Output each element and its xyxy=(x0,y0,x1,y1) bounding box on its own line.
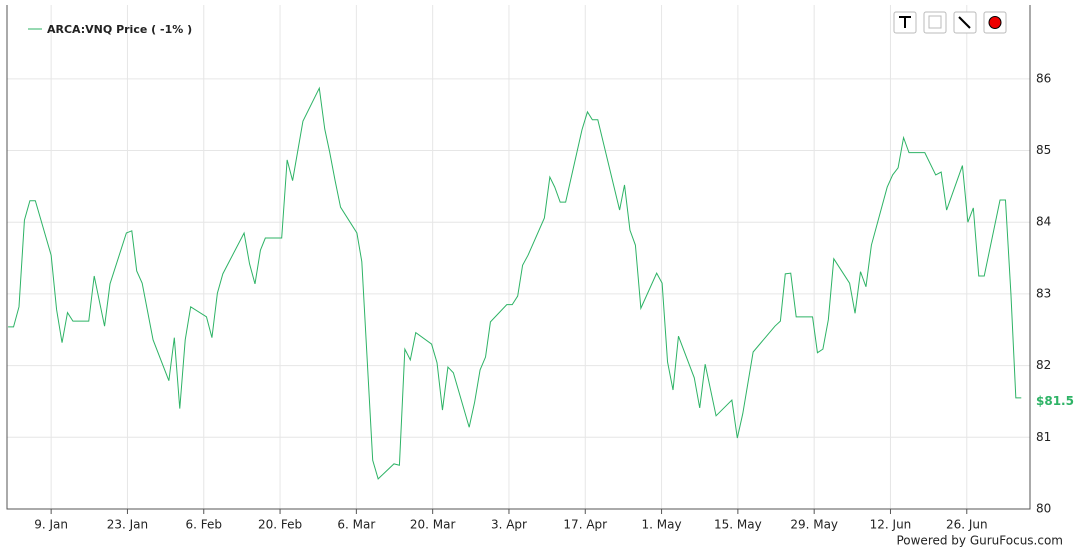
y-tick-label: 84 xyxy=(1036,215,1051,229)
x-tick-label: 6. Mar xyxy=(337,518,375,532)
last-price-label: $81.5 xyxy=(1036,394,1074,408)
x-tick-label: 20. Feb xyxy=(258,518,302,532)
price-line xyxy=(8,86,1022,480)
y-tick-label: 83 xyxy=(1036,286,1051,300)
rect-tool-button[interactable] xyxy=(923,11,947,34)
x-tick-label: 3. Apr xyxy=(491,518,527,532)
plot-frame xyxy=(6,5,1031,510)
line-tool-button[interactable] xyxy=(953,11,977,34)
x-tick-label: 1. May xyxy=(642,518,682,532)
y-tick-label: 80 xyxy=(1036,502,1051,516)
plot: 80 81 82 83 84 85 86 9. Jan 23. Jan 6. Feb 20. Feb… xyxy=(6,5,1074,548)
toolbar xyxy=(893,11,1007,34)
x-tick-label: 6. Feb xyxy=(185,518,222,532)
x-tick-label: 15. May xyxy=(714,518,762,532)
y-tick-label: 82 xyxy=(1036,358,1051,372)
x-tick-label: 12. Jun xyxy=(870,518,912,532)
x-tick-label: 23. Jan xyxy=(107,518,148,532)
x-tick-label: 29. May xyxy=(790,518,838,532)
x-tick-label: 26. Jun xyxy=(946,518,988,532)
y-tick-label: 81 xyxy=(1036,430,1051,444)
x-tick-label: 17. Apr xyxy=(563,518,607,532)
circle-tool-button[interactable] xyxy=(983,11,1007,34)
x-tick-label: 20. Mar xyxy=(410,518,456,532)
text-tool-button[interactable] xyxy=(893,11,917,34)
legend-label: ARCA:VNQ Price ( -1% ) xyxy=(47,23,192,36)
y-tick-label: 86 xyxy=(1036,71,1051,85)
y-tick-label: 85 xyxy=(1036,143,1051,157)
x-tick-label: 9. Jan xyxy=(34,518,68,532)
footer: Powered by GuruFocus.com xyxy=(896,534,1063,548)
